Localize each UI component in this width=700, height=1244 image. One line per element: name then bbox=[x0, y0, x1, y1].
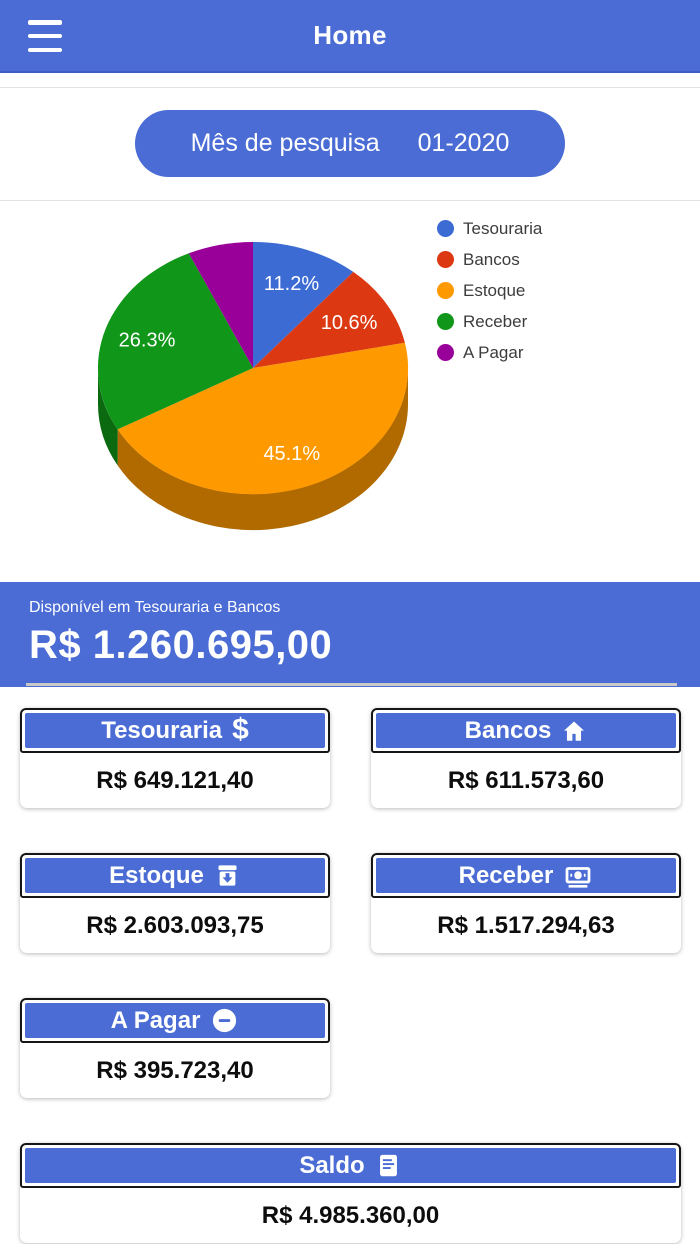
archive-icon bbox=[214, 862, 241, 889]
pie-percent-label: 26.3% bbox=[119, 330, 176, 352]
pie-percent-label: 45.1% bbox=[263, 443, 320, 465]
legend-item-Bancos: Bancos bbox=[437, 244, 542, 275]
app-header: Home bbox=[0, 0, 700, 73]
document-icon bbox=[375, 1152, 402, 1179]
card-estoque: Estoque R$ 2.603.093,75 bbox=[20, 853, 330, 953]
chart-legend: Tesouraria Bancos Estoque Receber A Pagar bbox=[437, 213, 542, 368]
month-search-value: 01-2020 bbox=[417, 129, 510, 157]
pie-slice-side bbox=[97, 368, 118, 466]
card-title: Tesouraria bbox=[101, 716, 223, 744]
toolbar-divider bbox=[0, 73, 700, 88]
card-header-tesouraria-button[interactable]: Tesouraria $ bbox=[20, 708, 330, 753]
card-value: R$ 611.573,60 bbox=[447, 766, 605, 794]
card-header-a-pagar-button[interactable]: A Pagar bbox=[20, 998, 330, 1043]
month-search-button[interactable]: Mês de pesquisa 01-2020 bbox=[135, 110, 565, 177]
available-amount: R$ 1.260.695,00 bbox=[29, 623, 333, 667]
card-bancos: Bancos R$ 611.573,60 bbox=[371, 708, 681, 808]
page-title: Home bbox=[313, 20, 387, 50]
remove-circle-icon bbox=[210, 1006, 239, 1035]
cash-icon bbox=[563, 861, 593, 891]
pie-slice-Tesouraria[interactable] bbox=[253, 242, 354, 368]
pie-slice-Bancos[interactable] bbox=[253, 271, 405, 368]
legend-item-Receber: Receber bbox=[437, 306, 542, 337]
legend-item-A Pagar: A Pagar bbox=[437, 337, 542, 368]
content-panel-edge bbox=[26, 683, 677, 686]
card-title: A Pagar bbox=[110, 1006, 201, 1034]
legend-item-Estoque: Estoque bbox=[437, 275, 542, 306]
pie-slice-Receber[interactable] bbox=[97, 253, 254, 430]
card-receber: Receber R$ 1.517.294,63 bbox=[371, 853, 681, 953]
card-saldo: Saldo R$ 4.985.360,00 bbox=[20, 1143, 681, 1243]
card-title: Estoque bbox=[109, 861, 204, 889]
card-tesouraria: Tesouraria $ R$ 649.121,40 bbox=[20, 708, 330, 808]
pie-percent-label: 11.2% bbox=[264, 273, 319, 295]
chart-section: 11.2% 10.6% 45.1% 26.3% Tesouraria Bancos Est… bbox=[0, 201, 700, 582]
card-value: R$ 395.723,40 bbox=[96, 1056, 254, 1084]
legend-label: Bancos bbox=[463, 249, 520, 269]
card-header-bancos-button[interactable]: Bancos bbox=[371, 708, 681, 753]
legend-label: Estoque bbox=[463, 280, 526, 300]
pie-slice-A Pagar[interactable] bbox=[188, 242, 253, 368]
legend-swatch-icon bbox=[437, 282, 454, 299]
home-icon bbox=[561, 718, 587, 744]
card-title: Receber bbox=[458, 861, 554, 889]
hamburger-menu-icon[interactable] bbox=[28, 20, 62, 52]
pie-slice-side bbox=[117, 368, 409, 531]
card-value: R$ 649.121,40 bbox=[96, 766, 254, 794]
card-value: R$ 2.603.093,75 bbox=[86, 911, 264, 939]
legend-swatch-icon bbox=[437, 344, 454, 361]
legend-swatch-icon bbox=[437, 313, 454, 330]
month-search-label: Mês de pesquisa bbox=[190, 129, 380, 157]
card-value: R$ 4.985.360,00 bbox=[261, 1201, 440, 1229]
dollar-icon: $ bbox=[232, 712, 249, 746]
legend-swatch-icon bbox=[437, 220, 454, 237]
card-value: R$ 1.517.294,63 bbox=[437, 911, 615, 939]
card-header-saldo-button[interactable]: Saldo bbox=[20, 1143, 681, 1188]
available-caption: Disponível em Tesouraria e Bancos bbox=[29, 599, 281, 616]
divider bbox=[0, 200, 700, 201]
available-banner: Disponível em Tesouraria e Bancos R$ 1.2… bbox=[0, 582, 700, 687]
legend-label: A Pagar bbox=[463, 342, 524, 362]
card-title: Saldo bbox=[299, 1151, 365, 1179]
legend-label: Tesouraria bbox=[463, 218, 543, 238]
pie-percent-label: 10.6% bbox=[321, 312, 378, 334]
card-title: Bancos bbox=[464, 716, 552, 744]
card-a-pagar: A Pagar R$ 395.723,40 bbox=[20, 998, 330, 1098]
pie-chart: 11.2%10.6% 45.1% 26.3% bbox=[97, 242, 409, 531]
card-header-receber-button[interactable]: Receber bbox=[371, 853, 681, 898]
legend-label: Receber bbox=[463, 311, 528, 331]
card-header-estoque-button[interactable]: Estoque bbox=[20, 853, 330, 898]
cards-grid: Tesouraria $ R$ 649.121,40 Bancos R$ 611.573… bbox=[20, 708, 681, 1243]
pie-slice-Estoque[interactable] bbox=[117, 342, 409, 495]
legend-swatch-icon bbox=[437, 251, 454, 268]
legend-item-Tesouraria: Tesouraria bbox=[437, 213, 542, 244]
